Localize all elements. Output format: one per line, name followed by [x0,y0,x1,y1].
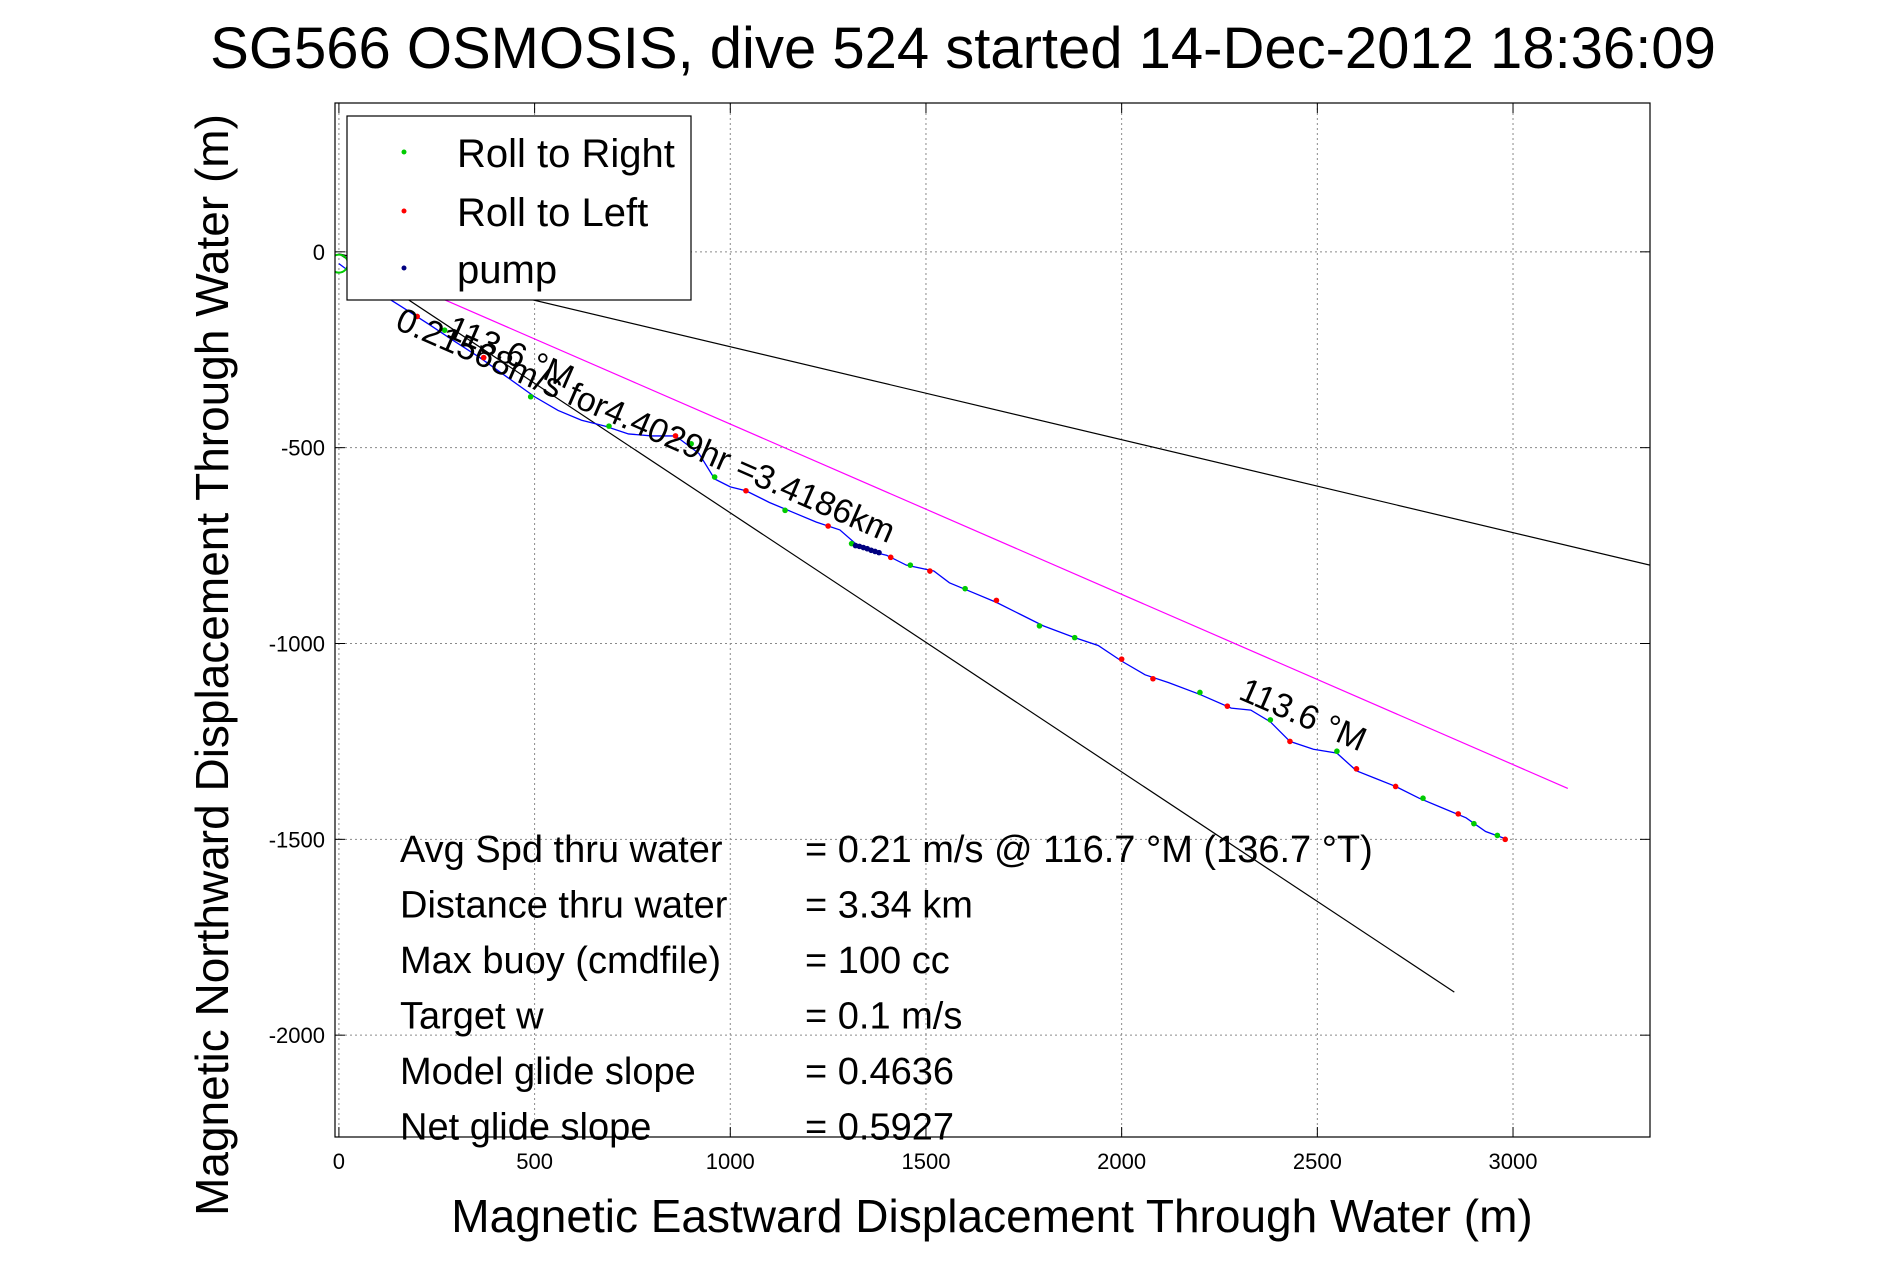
stat-label: Max buoy (cmdfile) [400,940,721,982]
stat-value: = 0.5927 [805,1107,954,1149]
stat-value: = 0.4636 [805,1051,954,1093]
chart-title: SG566 OSMOSIS, dive 524 started 14-Dec-2… [210,16,1716,81]
x-tick-label: 1500 [901,1149,950,1174]
data-layer [335,253,1650,993]
roll-left-point [887,554,894,561]
y-tick-label: -1000 [269,632,325,657]
roll-left-point [1118,656,1125,662]
roll-right-point [962,585,968,592]
roll-right-point [1494,832,1501,839]
roll-right-point [1071,634,1078,641]
roll-right-point [688,440,694,447]
roll-left-point [927,568,933,574]
roll-right-point [441,327,448,333]
legend-label-roll-right: Roll to Right [457,132,675,176]
y-tick-label: 0 [313,240,325,265]
roll-left-point [1287,738,1293,745]
x-tick-label: 2500 [1293,1149,1342,1174]
y-tick-label: -500 [281,436,325,461]
roll-left-point [672,433,679,439]
legend-marker-pump [401,265,407,271]
roll-left-point [1392,783,1399,790]
stats-block: Avg Spd thru water = 0.21 m/s @ 116.7 °M … [400,829,1373,1149]
roll-right-point [527,393,534,400]
glider-track [338,263,1508,840]
legend-marker-roll-left [401,208,407,214]
roll-left-point [1224,703,1231,709]
y-tick-label: -1500 [269,827,325,852]
roll-right-point [1334,748,1340,755]
legend-label-roll-left: Roll to Left [457,191,648,235]
stat-value: = 0.21 m/s @ 116.7 °M (136.7 °T) [805,829,1373,871]
y-tick-label: -2000 [269,1023,325,1048]
x-tick-label: 0 [333,1149,345,1174]
stat-label: Model glide slope [400,1051,696,1093]
roll-right-point [1036,623,1043,629]
y-axis-label: Magnetic Northward Displacement Through … [186,114,238,1216]
roll-left-point [414,313,420,320]
roll-right-point [1471,820,1477,827]
stat-label: Net glide slope [400,1107,651,1149]
reference-line-2 [338,253,1650,566]
legend-label-pump: pump [457,248,557,292]
axis-ticks: 0 500 1000 1500 2000 2500 3000 0 -500 -1000 -1500 -… [269,103,1650,1174]
roll-left-point [993,597,1000,604]
roll-right-point [907,562,914,568]
x-tick-label: 2000 [1097,1149,1146,1174]
roll-left-point [825,523,831,529]
stat-label: Distance thru water [400,885,728,927]
average-heading-line [338,253,1569,789]
roll-right-point [711,474,718,480]
roll-left-point [1502,836,1508,843]
roll-left-point [480,354,487,361]
roll-left-point [1455,811,1462,817]
roll-right-point [1420,795,1426,802]
stat-label: Avg Spd thru water [400,829,723,871]
roll-left-point [1353,766,1360,772]
roll-right-point [1267,717,1274,723]
roll-left-point [1150,675,1156,682]
roll-left-point [743,487,749,494]
legend-marker-roll-right [401,149,407,155]
stat-label: Target w [400,996,544,1038]
roll-right-point [606,423,612,429]
stat-value: = 0.1 m/s [805,996,962,1038]
pump-point [876,549,882,556]
legend: Roll to Right Roll to Left pump [346,115,692,301]
roll-right-point [782,507,788,514]
x-tick-label: 500 [516,1149,553,1174]
plot-frame [334,102,1651,1138]
x-tick-label: 1000 [706,1149,755,1174]
x-axis-label: Magnetic Eastward Displacement Through W… [451,1190,1532,1242]
stat-value: = 100 cc [805,940,950,982]
x-tick-label: 3000 [1489,1149,1538,1174]
grid-lines [335,103,1650,1137]
stat-value: = 3.34 km [805,885,973,927]
roll-right-point [1197,689,1203,696]
reference-line-1 [338,253,1455,993]
